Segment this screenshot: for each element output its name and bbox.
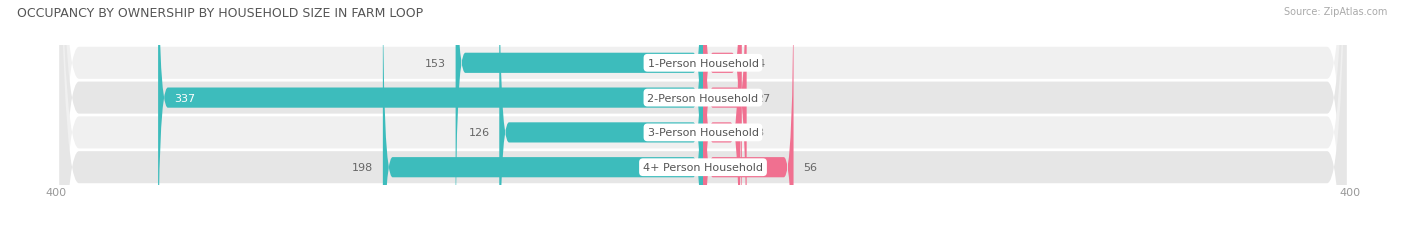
FancyBboxPatch shape xyxy=(456,0,703,231)
Text: 126: 126 xyxy=(468,128,489,138)
FancyBboxPatch shape xyxy=(59,0,1347,231)
Text: Source: ZipAtlas.com: Source: ZipAtlas.com xyxy=(1284,7,1388,17)
Text: 27: 27 xyxy=(756,93,770,103)
Text: 24: 24 xyxy=(751,58,766,69)
Text: 198: 198 xyxy=(352,162,373,173)
FancyBboxPatch shape xyxy=(59,0,1347,231)
Text: 23: 23 xyxy=(749,128,763,138)
Text: OCCUPANCY BY OWNERSHIP BY HOUSEHOLD SIZE IN FARM LOOP: OCCUPANCY BY OWNERSHIP BY HOUSEHOLD SIZE… xyxy=(17,7,423,20)
FancyBboxPatch shape xyxy=(703,0,740,231)
Text: 153: 153 xyxy=(425,58,446,69)
Text: 4+ Person Household: 4+ Person Household xyxy=(643,162,763,173)
FancyBboxPatch shape xyxy=(382,0,703,231)
FancyBboxPatch shape xyxy=(59,0,1347,231)
FancyBboxPatch shape xyxy=(703,0,742,231)
Text: 3-Person Household: 3-Person Household xyxy=(648,128,758,138)
FancyBboxPatch shape xyxy=(59,0,1347,231)
FancyBboxPatch shape xyxy=(157,0,703,231)
Text: 56: 56 xyxy=(803,162,817,173)
FancyBboxPatch shape xyxy=(499,0,703,231)
Text: 1-Person Household: 1-Person Household xyxy=(648,58,758,69)
Text: 2-Person Household: 2-Person Household xyxy=(647,93,759,103)
FancyBboxPatch shape xyxy=(703,0,747,231)
FancyBboxPatch shape xyxy=(703,0,793,231)
Text: 337: 337 xyxy=(174,93,195,103)
